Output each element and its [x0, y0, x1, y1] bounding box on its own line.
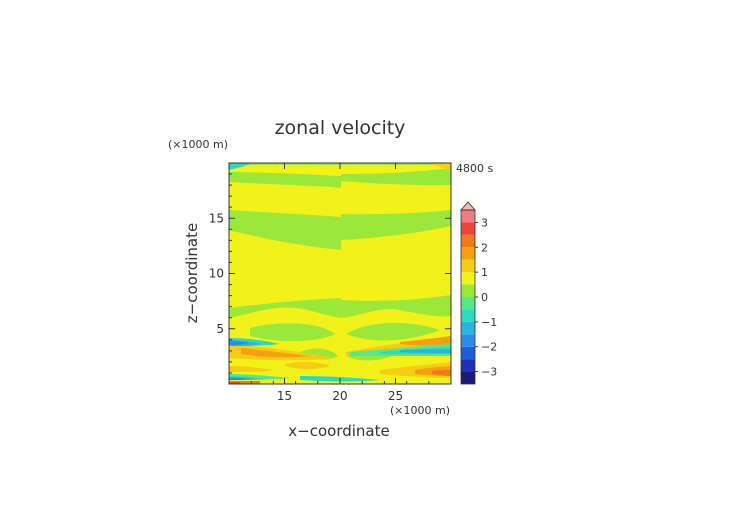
colorbar-segment	[461, 222, 475, 235]
x-tick-label: 20	[332, 389, 347, 403]
colorbar: 3 2 1 0 −1 −2 −3	[460, 201, 497, 385]
colorbar-tick-label: −1	[481, 316, 497, 329]
colorbar-segment	[461, 321, 475, 335]
colorbar-tick-label: −2	[481, 341, 497, 354]
colorbar-segment	[461, 234, 475, 248]
colorbar-segment	[461, 359, 475, 372]
colorbar-tick-label: 2	[481, 241, 488, 254]
colorbar-segment	[461, 210, 475, 223]
colorbar-segment	[461, 272, 475, 285]
y-axis-label: z−coordinate	[183, 223, 201, 323]
y-tick-label: 10	[209, 267, 224, 281]
y-ticks: 5 10 15	[209, 173, 451, 374]
colorbar-segment	[461, 371, 475, 384]
colorbar-tick-label: 1	[481, 266, 488, 279]
x-tick-label: 25	[388, 389, 403, 403]
y-tick-label: 15	[209, 211, 224, 225]
velocity-field	[229, 163, 451, 384]
colorbar-tick-label: −3	[481, 366, 497, 379]
colorbar-tick-label: 3	[481, 216, 488, 229]
time-label: 4800 s	[456, 162, 493, 175]
colorbar-segment	[461, 284, 475, 297]
colorbar-segment	[461, 259, 475, 273]
colorbar-segment	[461, 247, 475, 260]
colorbar-segment	[461, 346, 475, 360]
y-tick-label: 5	[216, 322, 224, 336]
y-unit-label: (×1000 m)	[168, 138, 228, 151]
colorbar-segment	[461, 297, 475, 310]
x-unit-label: (×1000 m)	[390, 404, 450, 417]
x-tick-label: 15	[277, 389, 292, 403]
colorbar-extend-arrow	[460, 201, 476, 211]
x-axis-label: x−coordinate	[288, 422, 389, 440]
colorbar-tick-label: 0	[481, 291, 488, 304]
colorbar-segment	[461, 334, 475, 347]
colorbar-segment	[461, 309, 475, 322]
x-ticks: 15 20 25	[250, 163, 430, 403]
chart-title: zonal velocity	[275, 117, 406, 139]
